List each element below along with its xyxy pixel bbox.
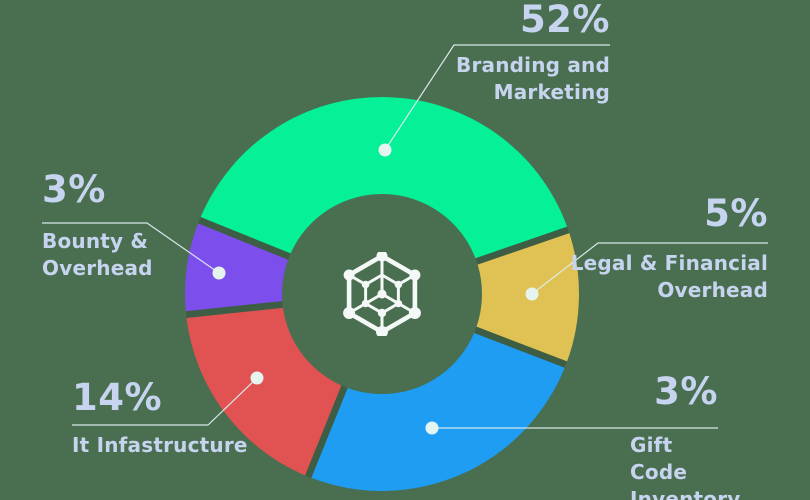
slice-label: It Infastructure: [72, 433, 248, 457]
icon-node-dots: [343, 252, 421, 336]
donut-slice-it-infrastructure[interactable]: [186, 307, 342, 476]
donut-slice-gift-code[interactable]: [311, 332, 565, 491]
percent-value: 5%: [704, 192, 768, 235]
icon-spokes: [347, 254, 417, 334]
percent-value: 52%: [519, 0, 610, 41]
icon-center-links: [364, 273, 400, 305]
leader-line-branding: [384, 44, 610, 151]
slice-label: Branding and Marketing: [456, 53, 610, 104]
slice-label: Bounty & Overhead: [42, 229, 153, 280]
marker-dot-gift-code: [425, 421, 439, 435]
marker-dot-branding: [378, 143, 392, 157]
percent-value: 3%: [42, 168, 106, 211]
leader-line-bounty: [42, 222, 220, 274]
marker-dot-it-infrastructure: [250, 371, 264, 385]
donut-slice-bounty[interactable]: [184, 223, 289, 312]
blockchain-network-icon: [343, 252, 421, 336]
callout-legal-financial-overhead: 5% Legal & Financial Overhead: [571, 192, 768, 304]
marker-dot-legal: [525, 287, 539, 301]
slice-label: Legal & Financial Overhead: [570, 251, 768, 302]
callout-it-infrastructure: 14% It Infastructure: [72, 376, 248, 459]
callout-gift-code-inventory: 3% Gift Code Inventory: [630, 370, 741, 500]
marker-dot-bounty: [212, 266, 226, 280]
percent-value: 14%: [72, 376, 163, 419]
donut-slice-branding[interactable]: [200, 97, 568, 259]
percent-value: 3%: [654, 370, 718, 413]
leader-line-it-infrastructure: [72, 377, 258, 426]
callout-bounty-overhead: 3% Bounty & Overhead: [42, 168, 153, 282]
slice-label: Gift Code Inventory: [630, 433, 741, 500]
leader-line-legal: [531, 242, 768, 295]
callout-branding-marketing: 52% Branding and Marketing: [456, 0, 610, 106]
